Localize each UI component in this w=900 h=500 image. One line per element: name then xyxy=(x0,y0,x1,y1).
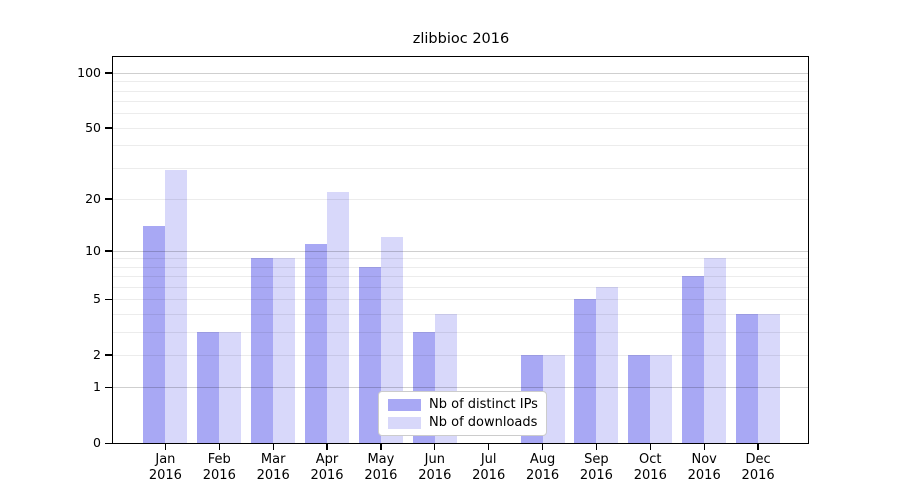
x-tick-label-Jun: Jun 2016 xyxy=(418,452,452,483)
minor-gridline xyxy=(113,167,808,169)
x-tick-label-Dec: Dec 2016 xyxy=(741,452,775,483)
minor-gridline xyxy=(113,101,808,103)
y-tick-mark xyxy=(105,354,112,356)
x-tick-label-Mar: Mar 2016 xyxy=(256,452,290,483)
bar-downloads-Feb xyxy=(219,331,242,443)
bar-ips-Sep xyxy=(574,299,597,443)
y-tick-mark xyxy=(105,298,112,301)
x-tick-mark xyxy=(488,444,490,450)
minor-gridline xyxy=(113,145,808,147)
bar-ips-Feb xyxy=(197,331,220,443)
minor-gridline xyxy=(113,313,808,315)
y-tick-label: 2 xyxy=(93,346,101,362)
major-gridline xyxy=(113,250,808,252)
x-tick-mark xyxy=(541,444,544,450)
y-tick-label: 1 xyxy=(93,379,101,395)
legend-label: Nb of downloads xyxy=(429,415,538,430)
x-tick-mark xyxy=(380,444,382,450)
minor-gridline xyxy=(113,354,808,356)
x-tick-label-Jul: Jul 2016 xyxy=(472,452,506,483)
y-tick-label: 100 xyxy=(77,64,101,80)
x-tick-mark xyxy=(757,444,759,450)
x-tick-mark xyxy=(595,444,598,450)
minor-gridline xyxy=(113,127,808,129)
legend-label: Nb of distinct IPs xyxy=(429,397,538,412)
y-tick-label: 50 xyxy=(85,119,101,135)
bar-downloads-Sep xyxy=(596,286,619,443)
bar-downloads-Nov xyxy=(704,258,727,443)
x-tick-label-Sep: Sep 2016 xyxy=(579,452,613,483)
x-tick-label-Nov: Nov 2016 xyxy=(687,452,721,483)
bar-ips-Apr xyxy=(305,243,328,443)
minor-gridline xyxy=(113,258,808,260)
x-tick-label-Jan: Jan 2016 xyxy=(148,452,182,483)
minor-gridline xyxy=(113,276,808,278)
minor-gridline xyxy=(113,331,808,333)
x-tick-mark xyxy=(164,444,167,450)
x-tick-label-Oct: Oct 2016 xyxy=(633,452,667,483)
x-tick-mark xyxy=(649,444,651,450)
x-tick-mark xyxy=(218,444,220,450)
x-tick-label-May: May 2016 xyxy=(364,452,398,483)
y-tick-mark xyxy=(105,198,112,200)
minor-gridline xyxy=(113,81,808,83)
bar-downloads-Jan xyxy=(165,170,188,443)
minor-gridline xyxy=(113,286,808,288)
y-tick-mark xyxy=(105,72,112,74)
bar-downloads-Apr xyxy=(327,191,350,443)
major-gridline xyxy=(113,387,808,389)
downloads-swatch xyxy=(388,416,421,429)
bar-downloads-Dec xyxy=(758,313,781,443)
plot-area xyxy=(113,57,808,443)
x-tick-label-Feb: Feb 2016 xyxy=(202,452,236,483)
minor-gridline xyxy=(113,90,808,92)
x-tick-label-Aug: Aug 2016 xyxy=(526,452,560,483)
bar-ips-Mar xyxy=(251,258,274,443)
y-tick-label: 5 xyxy=(93,291,101,307)
legend: Nb of distinct IPs Nb of downloads xyxy=(378,391,547,436)
bar-downloads-Aug xyxy=(542,354,565,443)
bar-ips-Nov xyxy=(682,276,705,443)
bar-downloads-Oct xyxy=(650,354,673,443)
x-tick-label-Apr: Apr 2016 xyxy=(310,452,344,483)
bar-ips-Oct xyxy=(628,354,651,443)
minor-gridline xyxy=(113,198,808,200)
major-gridline xyxy=(113,72,808,74)
legend-entry-distinct-ips: Nb of distinct IPs xyxy=(388,397,546,412)
y-tick-label: 20 xyxy=(85,190,101,206)
y-tick-label: 0 xyxy=(93,435,101,450)
minor-gridline xyxy=(113,266,808,268)
distinct-ips-swatch xyxy=(388,398,421,411)
y-tick-mark xyxy=(105,386,112,389)
y-tick-mark xyxy=(105,250,112,252)
bar-ips-Jan xyxy=(143,225,166,443)
x-tick-mark xyxy=(434,444,436,450)
x-tick-mark xyxy=(326,444,328,450)
bar-ips-May xyxy=(358,266,381,443)
bar-ips-Dec xyxy=(736,313,759,443)
bar-downloads-Mar xyxy=(273,258,296,443)
legend-entry-downloads: Nb of downloads xyxy=(388,415,546,430)
x-tick-mark xyxy=(703,444,705,450)
minor-gridline xyxy=(113,113,808,115)
y-tick-mark xyxy=(105,442,112,444)
y-tick-mark xyxy=(105,127,112,129)
x-tick-mark xyxy=(272,444,274,450)
y-tick-label: 10 xyxy=(85,242,101,258)
chart-title: zlibbioc 2016 xyxy=(412,31,510,47)
minor-gridline xyxy=(113,299,808,301)
